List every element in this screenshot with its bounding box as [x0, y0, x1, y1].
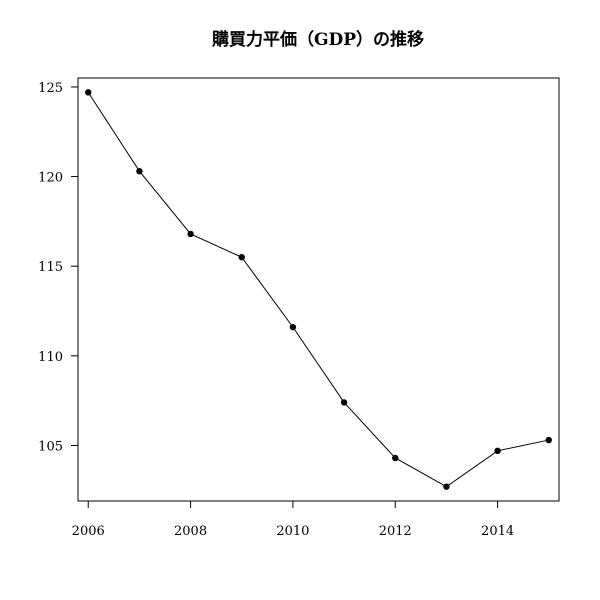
y-tick-label: 105 — [38, 439, 63, 454]
y-tick-label: 125 — [38, 81, 63, 96]
x-axis: 2006 2008 2010 2012 2014 — [72, 500, 514, 539]
data-point — [187, 230, 194, 238]
data-point — [85, 89, 92, 96]
x-tick-label: 2008 — [174, 524, 207, 539]
x-tick-label: 2012 — [379, 524, 412, 539]
chart-title: 購買力平価（GDP）の推移 — [212, 29, 424, 50]
data-point — [443, 483, 450, 490]
data-point — [392, 454, 399, 462]
plot-frame — [77, 77, 560, 502]
data-points — [85, 89, 552, 490]
x-tick-label: 2014 — [481, 524, 514, 539]
data-point — [289, 323, 297, 331]
y-tick-label: 120 — [38, 171, 63, 186]
y-tick-label: 115 — [38, 260, 63, 275]
data-point — [494, 447, 501, 455]
x-tick-label: 2010 — [276, 524, 309, 539]
data-point — [340, 399, 348, 406]
data-point — [238, 254, 245, 261]
data-point — [545, 436, 552, 444]
x-tick-label: 2006 — [72, 524, 105, 539]
data-point — [136, 168, 143, 175]
series-line — [87, 92, 549, 488]
y-tick-label: 110 — [38, 350, 63, 365]
y-axis: 105 110 115 120 125 — [38, 81, 79, 454]
